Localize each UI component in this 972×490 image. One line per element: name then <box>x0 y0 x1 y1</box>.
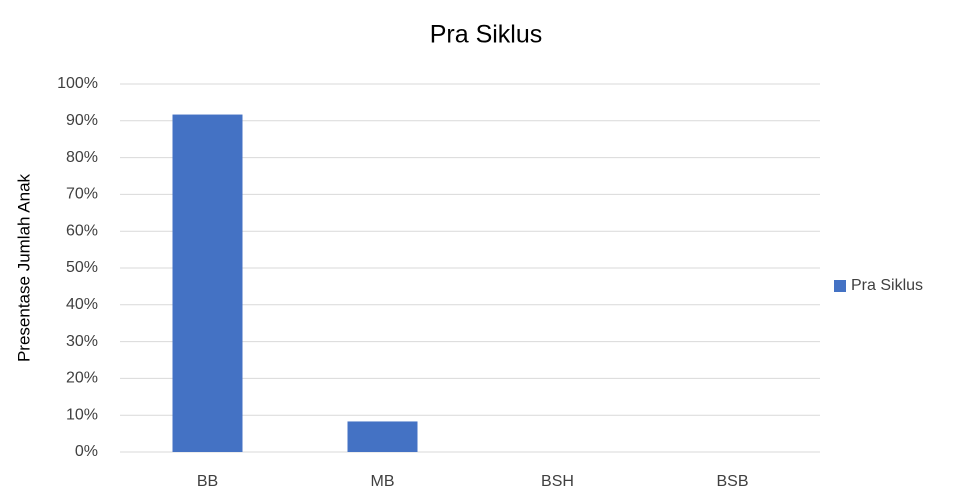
y-tick-label: 30% <box>66 333 98 350</box>
y-tick-label: 50% <box>66 259 98 276</box>
y-tick-label: 70% <box>66 186 98 203</box>
y-tick-label: 40% <box>66 296 98 313</box>
chart-title: Pra Siklus <box>430 21 543 49</box>
x-tick-label: BSB <box>716 473 748 490</box>
bar <box>172 114 243 452</box>
y-tick-label: 10% <box>66 406 98 423</box>
y-axis-title: Presentase Jumlah Anak <box>14 173 33 362</box>
y-tick-label: 60% <box>66 222 98 239</box>
x-tick-label: BB <box>197 473 218 490</box>
x-tick-label: MB <box>371 473 395 490</box>
legend-label: Pra Siklus <box>851 277 923 294</box>
bar <box>347 421 418 452</box>
y-tick-label: 0% <box>75 443 98 460</box>
y-tick-label: 90% <box>66 112 98 129</box>
legend-swatch <box>834 280 846 292</box>
y-tick-label: 100% <box>57 75 98 92</box>
y-tick-label: 80% <box>66 149 98 166</box>
y-tick-label: 20% <box>66 370 98 387</box>
x-tick-label: BSH <box>541 473 574 490</box>
